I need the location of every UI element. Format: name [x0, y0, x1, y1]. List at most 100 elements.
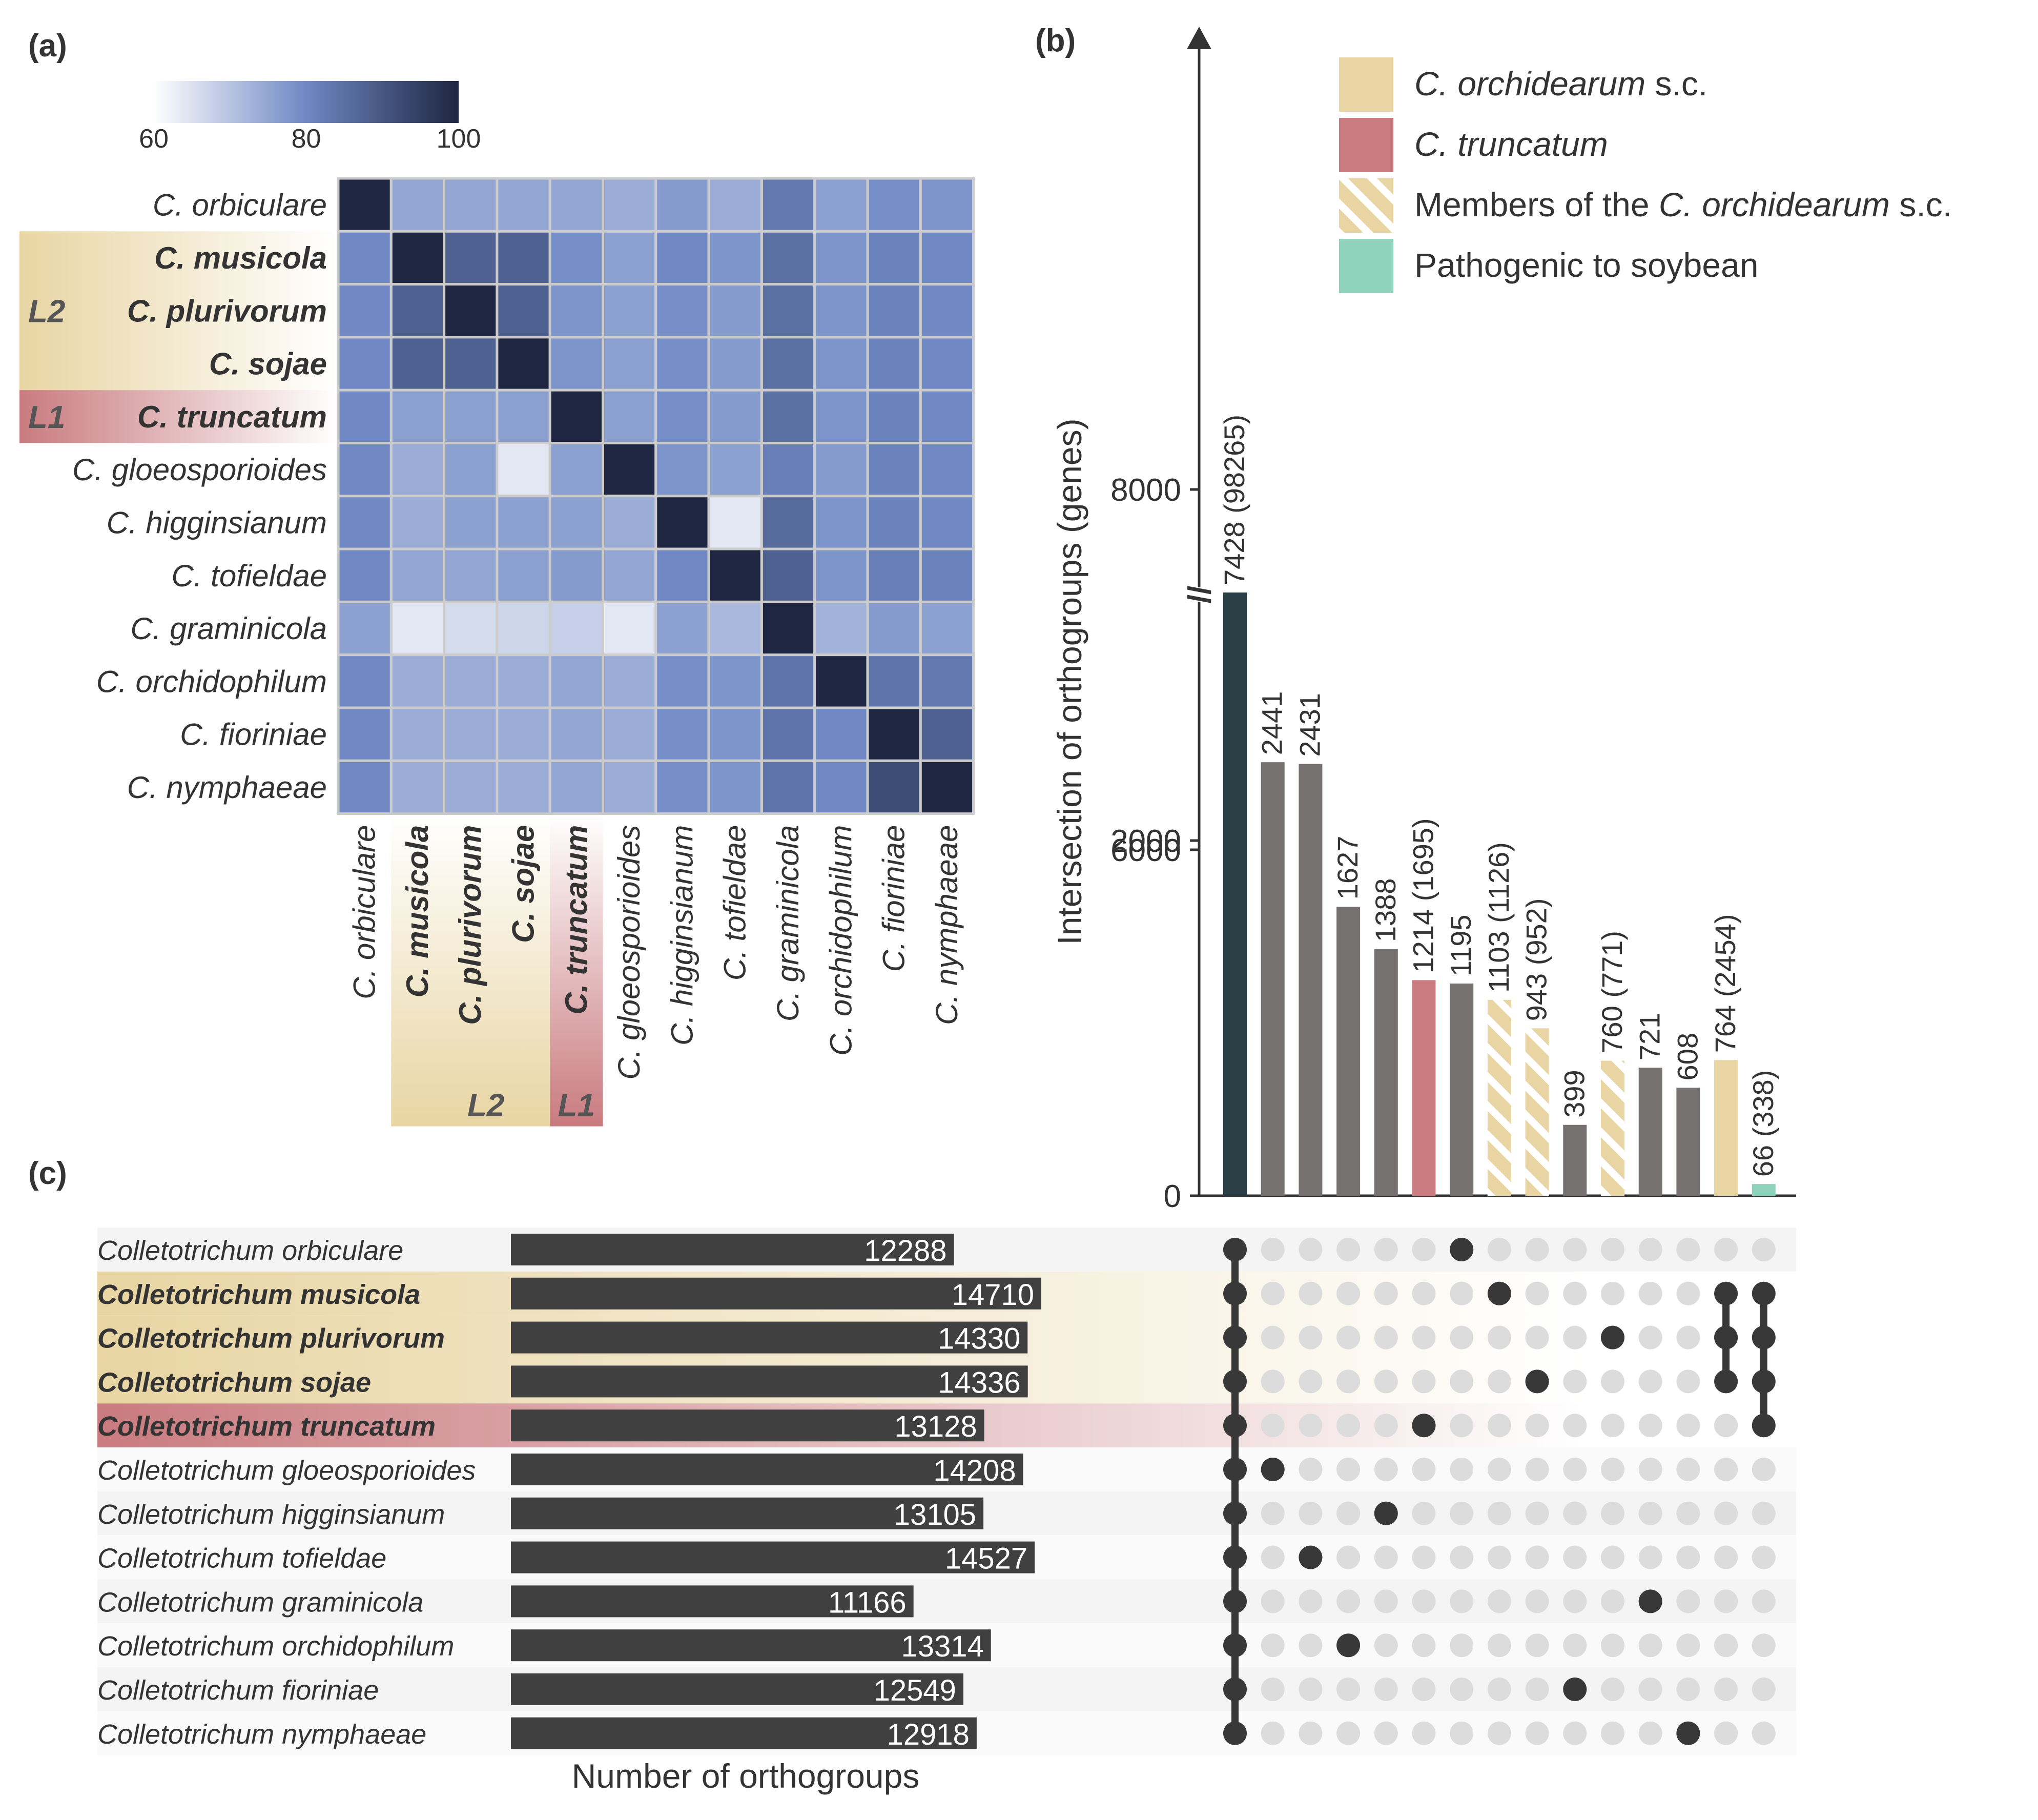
heatmap-cell-r9-c7	[707, 653, 763, 709]
heatmap-row-label-c-orchidophilum: C. orchidophilum	[96, 664, 327, 699]
row-band-l1	[19, 390, 337, 443]
set-dot-off-c7-r2	[1487, 1325, 1511, 1349]
heatmap-cell-r4-c7	[707, 388, 763, 445]
heatmap-cell-r7-c4	[548, 547, 604, 603]
set-dot-off-c5-r6	[1412, 1501, 1436, 1525]
heatmap-cell-r1-c11	[919, 230, 975, 286]
set-dot-off-c2-r5	[1299, 1458, 1323, 1481]
set-dot-off-c9-r5	[1563, 1458, 1587, 1481]
heatmap-cell-r0-c9	[813, 177, 869, 233]
heatmap-cell-r8-c5	[602, 600, 657, 657]
set-dot-off-c3-r1	[1336, 1281, 1361, 1305]
heatmap-cell-r5-c4	[548, 442, 604, 498]
heatmap-cell-r6-c3	[496, 495, 551, 550]
set-dot-off-c13-r11	[1714, 1721, 1738, 1745]
colorbar-tick-100: 100	[437, 124, 481, 154]
y-tick-label-6000: 6000	[1110, 833, 1181, 868]
heatmap-cell-r8-c2	[443, 600, 499, 657]
set-dot-off-c9-r6	[1563, 1501, 1587, 1525]
set-dot-off-c7-r3	[1487, 1369, 1511, 1394]
set-dot-off-c11-r9	[1638, 1633, 1662, 1658]
orthogroup-bar-colletotrichum-plurivorum	[511, 1321, 1028, 1354]
set-dot-off-c12-r1	[1676, 1281, 1700, 1305]
heatmap-cell-r8-c6	[654, 600, 710, 657]
heatmap-cell-r7-c9	[813, 547, 869, 603]
intersection-bar-8	[1525, 1028, 1549, 1196]
orthogroup-bar-colletotrichum-graminicola	[511, 1585, 914, 1618]
set-dot-off-c4-r8	[1374, 1589, 1398, 1613]
heatmap-cell-r3-c3	[496, 336, 551, 392]
set-dot-off-c11-r2	[1638, 1325, 1662, 1349]
legend-label-trunc: C. truncatum	[1414, 125, 1608, 163]
set-dot-off-c2-r4	[1299, 1414, 1323, 1438]
heatmap-cell-r6-c6	[654, 495, 710, 550]
species-label-colletotrichum-graminicola: Colletotrichum graminicola	[97, 1587, 423, 1618]
set-dot-on-c11-r8	[1638, 1589, 1662, 1613]
heatmap-cell-r7-c2	[443, 547, 499, 603]
set-dot-off-c5-r2	[1412, 1325, 1436, 1349]
heatmap-cell-r10-c9	[813, 706, 869, 762]
heatmap-cell-r3-c1	[389, 336, 446, 392]
heatmap-cell-r4-c9	[813, 388, 869, 445]
set-dot-on-c13-r2	[1714, 1325, 1738, 1349]
set-dot-off-c13-r9	[1714, 1633, 1738, 1658]
species-label-colletotrichum-nymphaeae: Colletotrichum nymphaeae	[97, 1719, 426, 1750]
heatmap-cell-r5-c9	[813, 442, 869, 498]
heatmap-cell-r10-c10	[866, 706, 922, 762]
set-dot-off-c3-r4	[1336, 1414, 1361, 1438]
intersection-bar-label-5: 1214 (1695)	[1407, 818, 1439, 973]
set-dot-off-c3-r7	[1336, 1545, 1361, 1569]
heatmap-cell-r5-c0	[337, 442, 393, 498]
set-dot-off-c6-r1	[1450, 1281, 1474, 1305]
set-dot-off-c2-r10	[1299, 1678, 1323, 1701]
heatmap-cell-r5-c3	[496, 442, 551, 498]
set-dot-off-c1-r11	[1261, 1721, 1285, 1745]
heatmap-cell-r8-c1	[389, 600, 446, 657]
heatmap-cell-r11-c11	[919, 759, 975, 815]
heatmap-cell-r7-c6	[654, 547, 710, 603]
heatmap-cell-r9-c2	[443, 653, 499, 709]
heatmap-cell-r11-c2	[443, 759, 499, 815]
species-label-colletotrichum-tofieldae: Colletotrichum tofieldae	[97, 1543, 386, 1574]
heatmap-cell-r2-c6	[654, 283, 710, 339]
set-dot-off-c10-r1	[1601, 1281, 1624, 1305]
heatmap-row-label-c-tofieldae: C. tofieldae	[171, 559, 327, 593]
legend-text-italic: C. orchidearum	[1414, 65, 1645, 103]
heatmap-cell-r9-c3	[496, 653, 551, 709]
heatmap-row-label-c-orbiculare: C. orbiculare	[153, 188, 327, 222]
set-dot-off-c1-r7	[1261, 1545, 1285, 1569]
heatmap-cell-r2-c11	[919, 283, 975, 339]
set-dot-off-c5-r5	[1412, 1458, 1436, 1481]
set-dot-off-c7-r5	[1487, 1458, 1511, 1481]
intersection-bar-9	[1563, 1124, 1587, 1196]
heatmap-cell-r2-c2	[443, 283, 499, 339]
orthogroup-bar-colletotrichum-orchidophilum	[511, 1629, 991, 1662]
heatmap-cell-r4-c6	[654, 388, 710, 445]
orthogroup-bar-colletotrichum-sojae	[511, 1365, 1028, 1398]
set-dot-off-c14-r6	[1752, 1501, 1776, 1525]
set-dot-off-c12-r7	[1676, 1545, 1700, 1569]
set-dot-off-c11-r11	[1638, 1721, 1662, 1745]
heatmap-row-labels: C. orbiculare C. musicola C. plurivorum C. …	[72, 188, 327, 805]
intersection-bar-label-9: 399	[1558, 1070, 1590, 1117]
set-dot-off-c12-r0	[1676, 1238, 1700, 1261]
set-dot-off-c9-r3	[1563, 1369, 1587, 1394]
set-dot-off-c11-r10	[1638, 1678, 1662, 1701]
heatmap-cell-r0-c5	[602, 177, 657, 233]
intersection-bar-label-8: 943 (952)	[1520, 898, 1553, 1021]
upset-panel: Colletotrichum orbiculare Colletotrichum …	[97, 1228, 1796, 1795]
orthogroup-bar-colletotrichum-musicola	[511, 1277, 1041, 1310]
legend-text-italic: C. truncatum	[1414, 125, 1608, 163]
set-dot-off-c2-r0	[1299, 1238, 1323, 1261]
set-dot-off-c14-r11	[1752, 1721, 1776, 1745]
heatmap-cell-r1-c4	[548, 230, 604, 286]
set-dot-off-c8-r10	[1525, 1678, 1549, 1701]
set-dot-off-c8-r8	[1525, 1589, 1549, 1613]
set-dot-off-c14-r9	[1752, 1633, 1776, 1658]
set-dot-off-c12-r8	[1676, 1589, 1700, 1613]
species-label-colletotrichum-musicola: Colletotrichum musicola	[97, 1279, 420, 1310]
set-dot-off-c14-r10	[1752, 1678, 1776, 1701]
heatmap-group-bands: L2 L1 L2 L1	[19, 231, 603, 1127]
set-dot-off-c14-r8	[1752, 1589, 1776, 1613]
